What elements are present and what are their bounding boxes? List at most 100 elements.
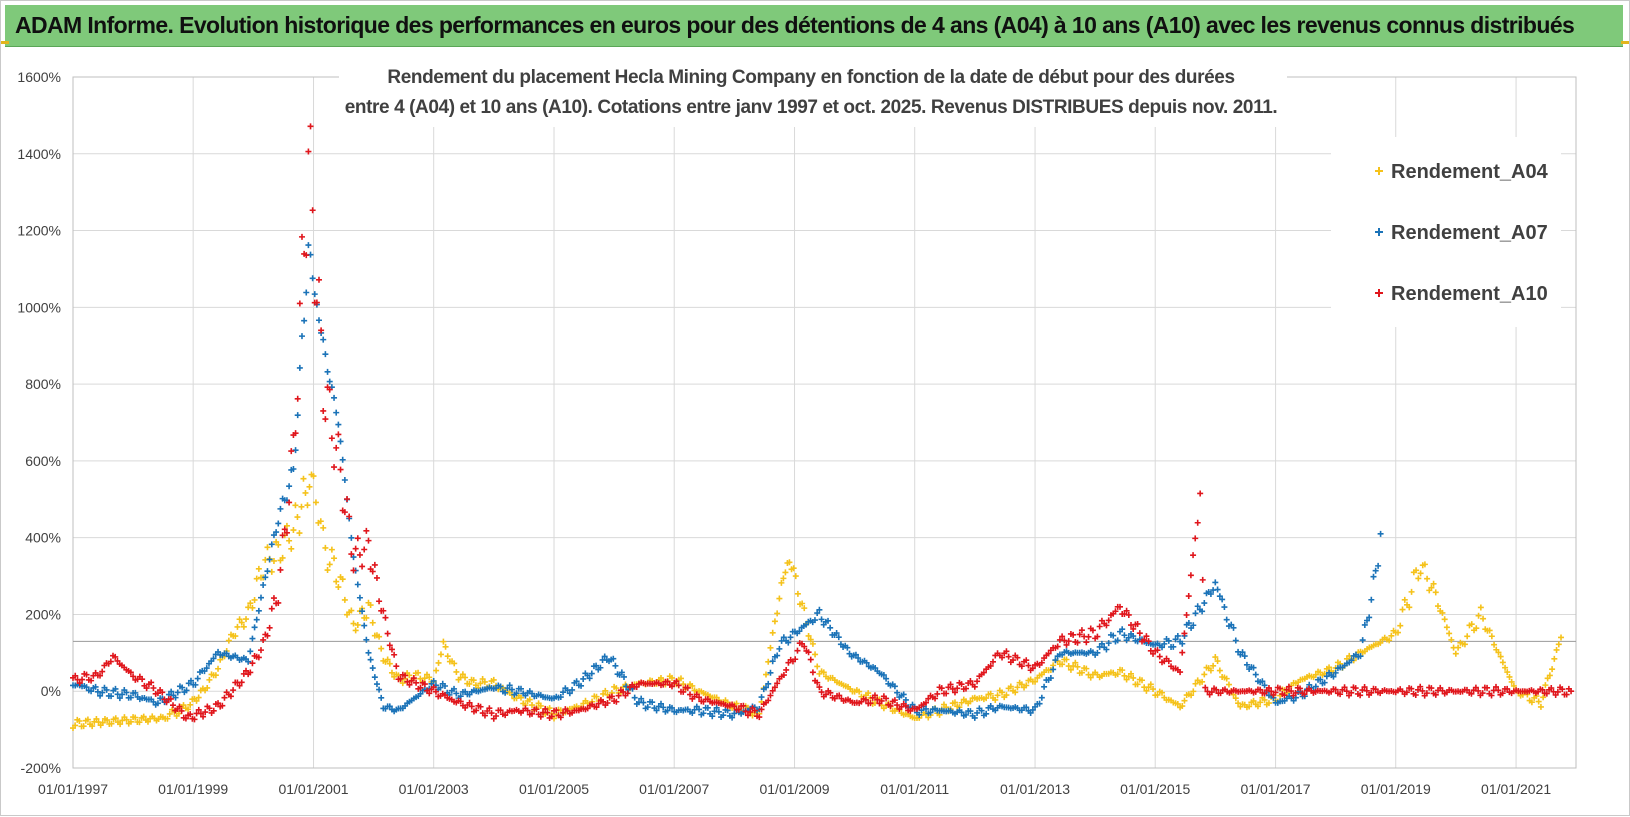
data-point: [197, 710, 204, 717]
data-point: [206, 705, 213, 712]
x-tick-label: 01/01/2013: [1000, 781, 1070, 797]
data-point: [865, 690, 872, 697]
data-point: [243, 616, 250, 623]
data-point: [373, 574, 380, 581]
data-point: [1312, 671, 1319, 678]
data-point: [163, 699, 170, 706]
data-point: [809, 669, 816, 676]
data-point: [253, 575, 260, 582]
data-point: [116, 695, 123, 702]
data-point: [1179, 703, 1186, 710]
data-point: [326, 561, 333, 568]
data-point: [529, 702, 536, 709]
data-point: [432, 688, 439, 695]
data-point: [333, 578, 340, 585]
data-point: [771, 618, 778, 625]
data-point: [1059, 661, 1066, 668]
data-point: [526, 696, 533, 703]
data-point: [89, 723, 96, 730]
data-point: [653, 707, 660, 714]
data-point: [286, 483, 293, 490]
data-point: [1130, 625, 1137, 632]
data-point: [148, 679, 155, 686]
data-point: [1125, 634, 1132, 641]
data-point: [613, 698, 620, 705]
data-point: [1528, 699, 1535, 706]
data-point: [1368, 596, 1375, 603]
legend-marker: [1375, 167, 1383, 175]
series-rendement-a07: [70, 242, 1384, 721]
data-point: [367, 656, 374, 663]
data-point: [140, 713, 147, 720]
data-point: [127, 694, 134, 701]
data-point: [999, 654, 1006, 661]
data-point: [255, 607, 262, 614]
y-axis-ticks: -200% 0% 200% 400% 600% 800% 1000% 1200% 1400% 16…: [17, 69, 61, 776]
data-point: [352, 545, 359, 552]
data-point: [1174, 700, 1181, 707]
data-point: [268, 605, 275, 612]
data-point: [1491, 641, 1498, 648]
data-point: [421, 675, 428, 682]
data-point: [862, 696, 869, 703]
data-point: [320, 336, 327, 343]
data-point: [378, 645, 385, 652]
data-point: [322, 351, 329, 358]
data-point: [546, 705, 553, 712]
data-point: [371, 561, 378, 568]
data-point: [1216, 667, 1223, 674]
data-point: [1223, 616, 1230, 623]
data-point: [292, 430, 299, 437]
data-point: [805, 649, 812, 656]
data-point: [1038, 659, 1045, 666]
data-point: [304, 502, 311, 509]
data-point: [1130, 674, 1137, 681]
data-point: [104, 717, 111, 724]
data-point: [1548, 684, 1555, 691]
data-point: [309, 275, 316, 282]
data-point: [204, 684, 211, 691]
data-point: [649, 699, 656, 706]
data-point: [1499, 690, 1506, 697]
data-point: [103, 686, 110, 693]
data-point: [249, 635, 256, 642]
data-point: [1473, 625, 1480, 632]
data-point: [1156, 653, 1163, 660]
data-point: [132, 689, 139, 696]
data-point: [1212, 654, 1219, 661]
data-point: [987, 690, 994, 697]
data-point: [1221, 604, 1228, 611]
data-point: [354, 535, 361, 542]
data-point: [365, 537, 372, 544]
data-point: [1185, 620, 1192, 627]
data-point: [1185, 593, 1192, 600]
data-point: [1192, 680, 1199, 687]
data-point: [339, 576, 346, 583]
data-point: [1488, 692, 1495, 699]
data-point: [816, 606, 823, 613]
data-point: [301, 317, 308, 324]
data-point: [1010, 657, 1017, 664]
data-point: [987, 702, 994, 709]
data-point: [1187, 572, 1194, 579]
data-point: [298, 503, 305, 510]
data-point: [296, 364, 303, 371]
data-point: [1179, 649, 1186, 656]
data-point: [735, 706, 742, 713]
data-point: [426, 690, 433, 697]
data-point: [257, 594, 264, 601]
data-point: [1366, 614, 1373, 621]
data-point: [1537, 703, 1544, 710]
data-point: [1145, 638, 1152, 645]
data-point: [588, 670, 595, 677]
data-point: [978, 707, 985, 714]
data-point: [560, 709, 567, 716]
data-point: [1250, 664, 1257, 671]
data-point: [1468, 621, 1475, 628]
data-point: [1123, 607, 1130, 614]
data-point: [1192, 535, 1199, 542]
data-point: [324, 368, 331, 375]
y-tick-label: 1400%: [17, 146, 61, 162]
data-point: [1235, 700, 1242, 707]
data-point: [1317, 676, 1324, 683]
